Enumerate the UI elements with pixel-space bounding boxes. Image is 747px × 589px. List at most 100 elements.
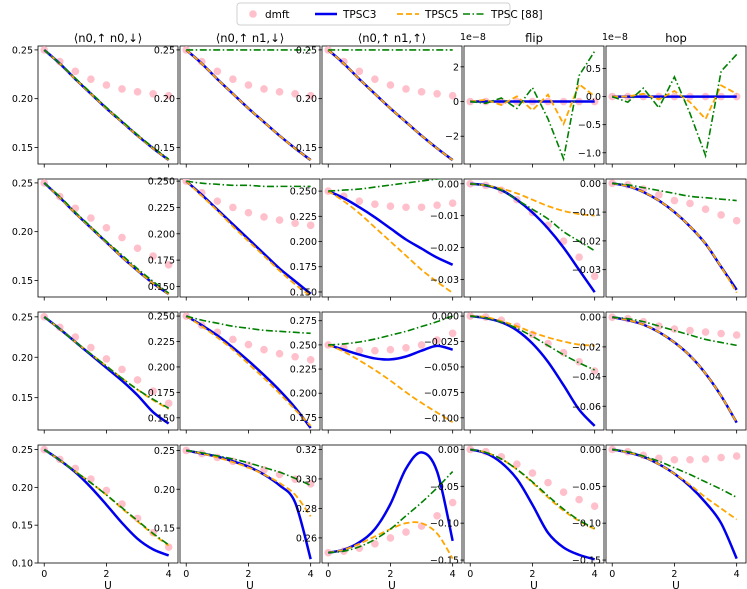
y-tick-label: −0.5 <box>578 120 601 131</box>
dmft-point <box>164 91 173 100</box>
series-line-tpsc5 <box>612 316 738 424</box>
series-line-tpsc-88 <box>186 180 311 188</box>
column-title: ⟨n0,↑ n0,↓⟩ <box>74 31 142 45</box>
dmft-point <box>133 244 142 253</box>
dmft-point <box>528 469 537 477</box>
dmft-point <box>590 367 599 375</box>
plot-area <box>182 46 315 162</box>
panel: −0.03 −0.02 −0.01 0.00 <box>572 178 747 301</box>
y-tick-label: 0.250 <box>148 312 175 323</box>
dmft-point <box>371 346 379 355</box>
dmft-point <box>575 253 583 261</box>
series-line-tpsc5 <box>612 84 738 121</box>
dmft-point <box>559 488 568 497</box>
y-tick-label: 0.000 <box>432 312 459 323</box>
plot-area <box>324 46 457 162</box>
y-tick-label: −1.0 <box>578 148 601 159</box>
dmft-point <box>448 199 457 208</box>
column-titles: ⟨n0,↑ n0,↓⟩ ⟨n0,↑ n1,↓⟩ ⟨n0,↑ n1,↑⟩ flip hop <box>74 31 687 45</box>
y-tick-label: 0.15 <box>12 143 33 154</box>
dmft-point <box>133 88 142 96</box>
series-line-tpsc3 <box>327 189 454 266</box>
dmft-point <box>402 343 410 352</box>
dmft-point <box>717 453 725 462</box>
dmft-point <box>686 326 694 335</box>
dmft-point <box>590 272 599 281</box>
dmft-point <box>87 214 95 222</box>
dmft-point <box>229 75 237 83</box>
y-tick-label: 0.200 <box>148 362 175 373</box>
y-tick-label: 0.250 <box>148 177 175 188</box>
y-tick-label: −0.06 <box>572 402 601 413</box>
series-line-tpsc-88 <box>43 316 170 409</box>
panel: 0.15 0.20 0.25 <box>154 45 321 168</box>
y-tick-label: 0.15 <box>154 143 175 154</box>
plot-area <box>608 313 741 424</box>
x-tick-label: 2 <box>387 569 393 580</box>
y-tick-label: −0.15 <box>572 556 601 567</box>
y-tick-label: 0.28 <box>296 504 317 515</box>
series-line-tpsc-88 <box>470 315 596 371</box>
dmft-point <box>213 67 222 76</box>
x-tick-label: 0 <box>609 569 615 580</box>
dmft-point <box>71 67 80 76</box>
panel-frame <box>605 45 747 165</box>
dmft-point <box>686 455 694 464</box>
series-line-tpsc5 <box>186 449 312 517</box>
dmft-point <box>229 203 237 212</box>
plot-area <box>40 46 173 162</box>
y-tick-label: 0.15 <box>12 276 33 287</box>
dmft-point <box>133 376 142 384</box>
dmft-point <box>260 213 268 221</box>
dmft-point <box>386 202 395 211</box>
dmft-point <box>355 67 364 76</box>
y-tick-label: 0.25 <box>154 446 175 457</box>
legend-marker-dmft <box>249 10 257 18</box>
legend-entry: TPSC3 <box>315 9 376 21</box>
y-tick-label: 0.175 <box>148 388 175 399</box>
dmft-point <box>701 205 710 214</box>
series-line-tpsc5 <box>185 49 312 161</box>
y-tick-label: −0.050 <box>424 362 459 373</box>
dmft-point <box>701 455 710 463</box>
dmft-point <box>291 89 299 98</box>
dmft-point <box>513 460 521 468</box>
dmft-point <box>118 365 126 374</box>
y-tick-label: 0.150 <box>148 282 175 293</box>
y-tick-label: −0.10 <box>430 519 459 530</box>
y-tick-label: 0.00 <box>580 313 601 324</box>
dmft-point <box>544 339 552 348</box>
dmft-point <box>686 199 694 208</box>
panel-frame <box>605 444 747 564</box>
panel-frame <box>463 178 605 298</box>
y-tick-label: 0.32 <box>296 445 317 456</box>
dmft-point <box>386 345 395 354</box>
plot-area <box>40 445 173 557</box>
y-tick-label: 0.225 <box>148 337 175 348</box>
dmft-point <box>701 328 710 336</box>
x-tick-label: 0 <box>183 569 189 580</box>
dmft-point <box>655 322 663 330</box>
y-tick-label: 0.225 <box>290 365 317 376</box>
y-tick-label: 0.20 <box>12 483 33 494</box>
series-line-tpsc-88 <box>328 470 454 554</box>
dmft-point <box>448 498 457 507</box>
x-tick-label: 0 <box>467 569 473 580</box>
series-line-tpsc5 <box>185 180 312 297</box>
x-tick-label: 0 <box>41 569 47 580</box>
dmft-point <box>417 341 426 349</box>
dmft-point <box>433 336 441 344</box>
y-tick-label: 0.20 <box>12 94 33 105</box>
dmft-point <box>670 196 679 205</box>
y-tick-label: 0.15 <box>296 143 317 154</box>
dmft-point <box>229 335 237 344</box>
column-title: hop <box>665 31 687 45</box>
y-tick-label: 0.175 <box>148 256 175 267</box>
dmft-point <box>164 399 173 408</box>
dmft-point <box>291 219 299 228</box>
dmft-point <box>197 57 206 66</box>
series-line-tpsc-88 <box>612 182 737 202</box>
series-line-tpsc-88 <box>470 448 596 530</box>
dmft-point <box>260 345 268 354</box>
legend-entry: TPSC5 <box>397 9 458 21</box>
